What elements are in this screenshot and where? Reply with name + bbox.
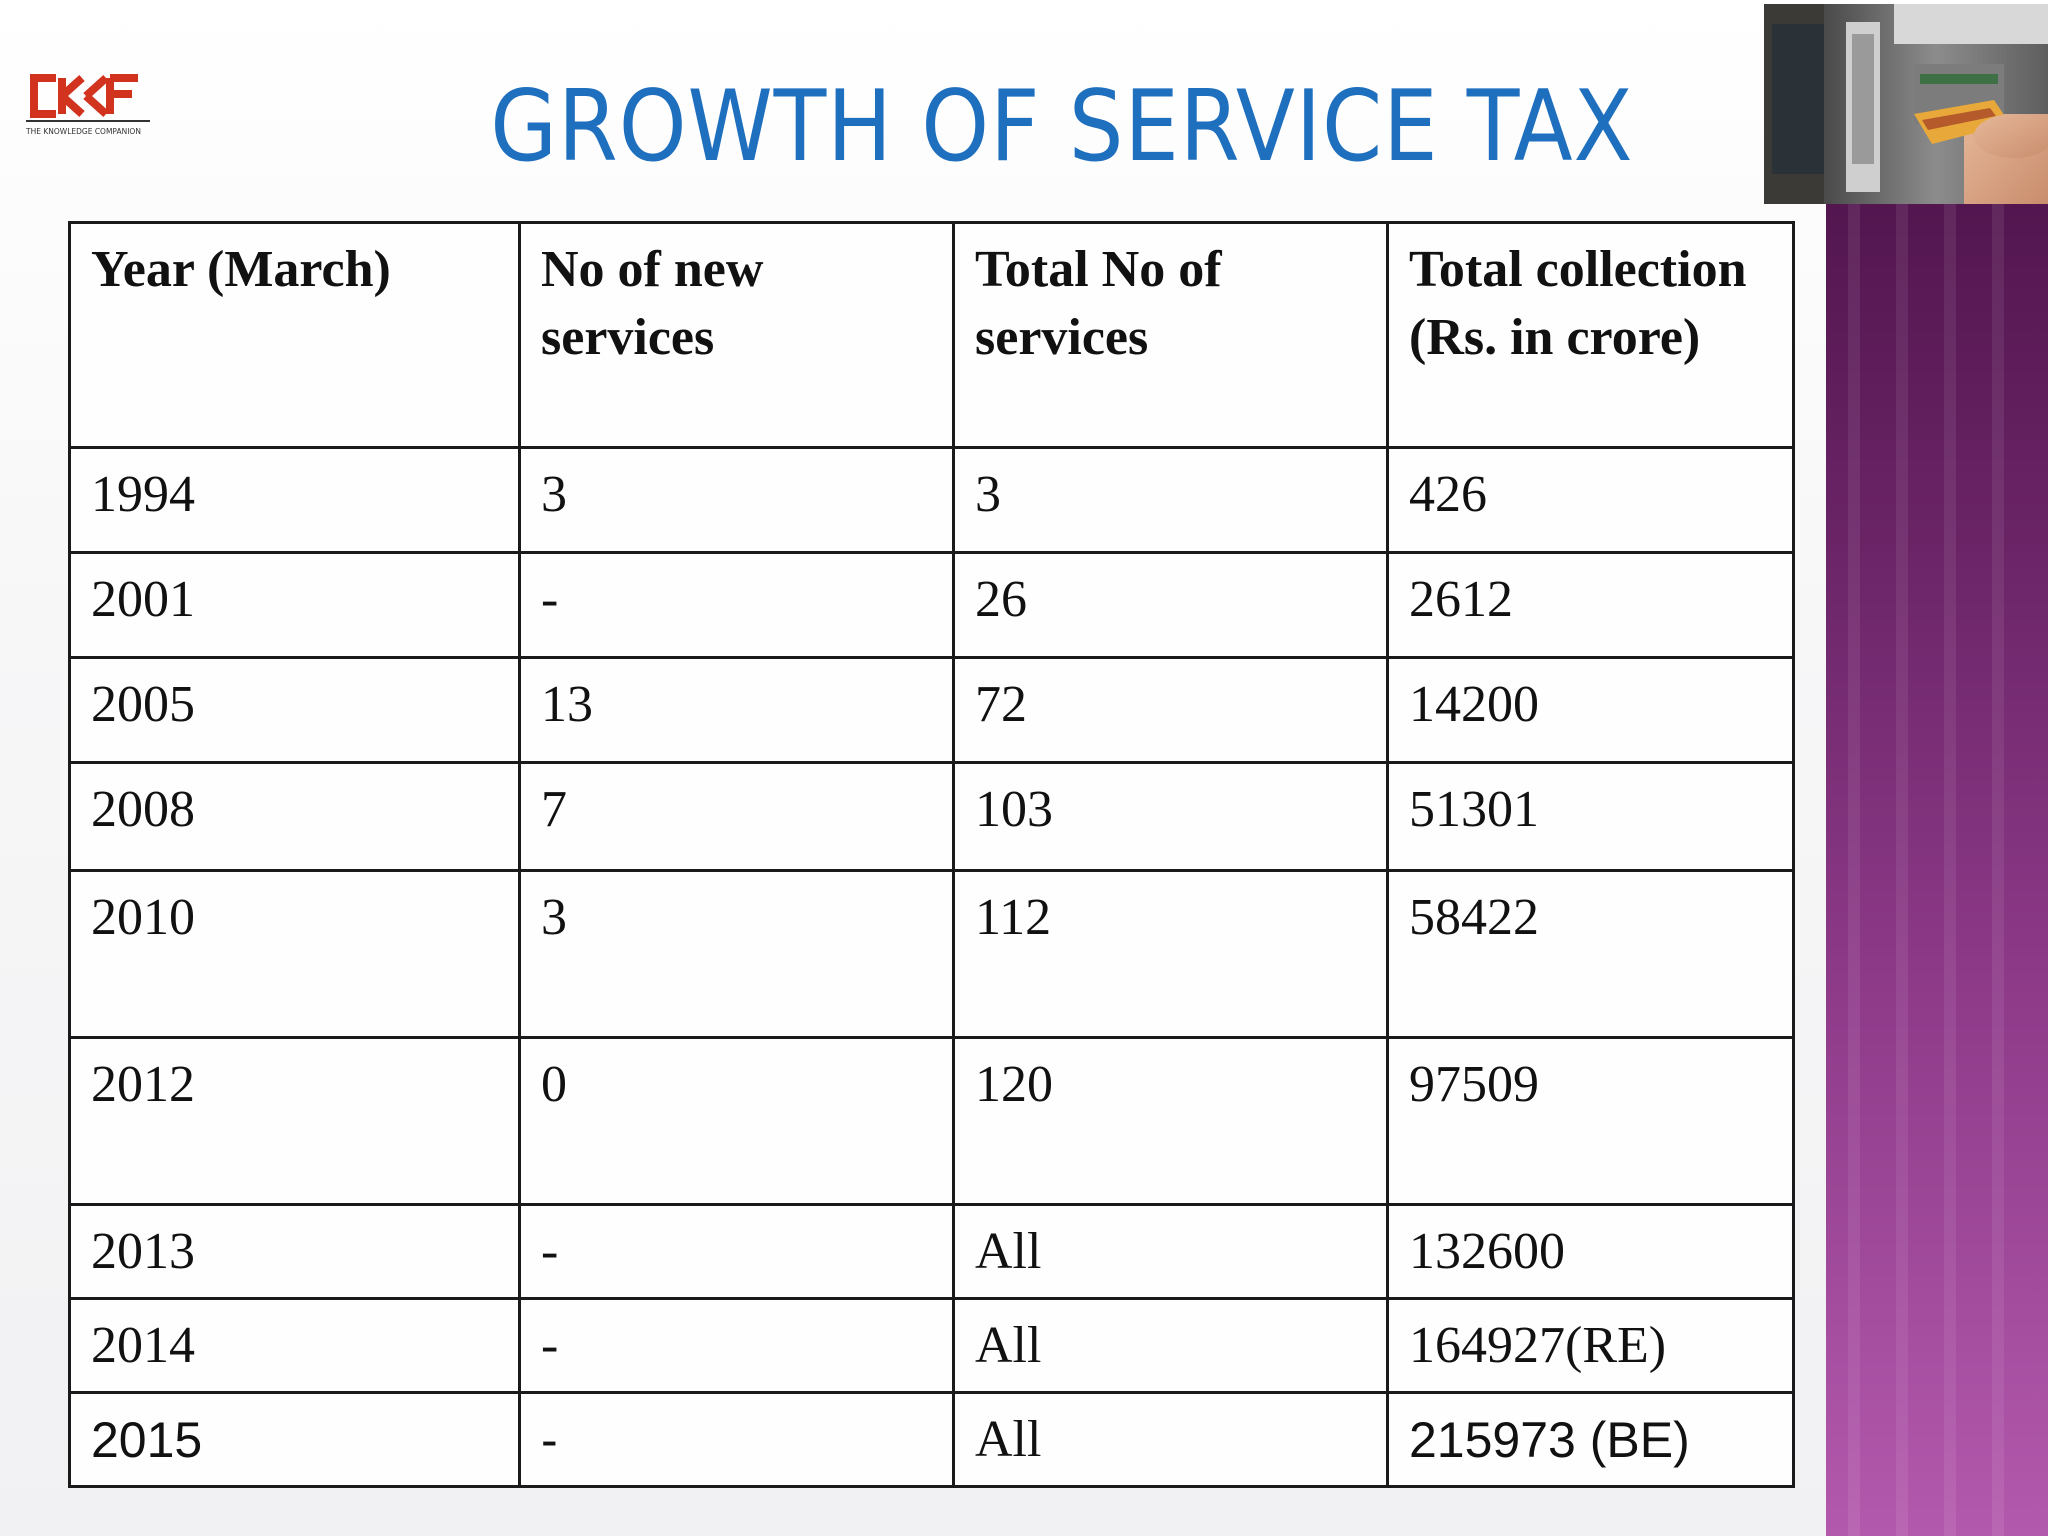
cell-total-services: 120 bbox=[952, 1036, 1389, 1206]
decorative-purple-panel bbox=[1826, 204, 2048, 1536]
table-row: 2005 13 72 14200 bbox=[68, 656, 1795, 764]
cell-year: 2013 bbox=[68, 1203, 521, 1300]
table-header-row: Year (March) No of new services Total No… bbox=[68, 221, 1795, 449]
cell-total-services: All bbox=[952, 1203, 1389, 1300]
table-row: 1994 3 3 426 bbox=[68, 446, 1795, 554]
cell-collection: 164927(RE) bbox=[1386, 1297, 1795, 1394]
cell-total-services: 3 bbox=[952, 446, 1389, 554]
table-row: 2014 - All 164927(RE) bbox=[68, 1297, 1795, 1394]
cell-collection: 58422 bbox=[1386, 869, 1795, 1039]
cell-year: 2015 bbox=[68, 1391, 521, 1488]
cell-collection: 51301 bbox=[1386, 761, 1795, 872]
cell-collection: 2612 bbox=[1386, 551, 1795, 659]
cell-total-services: 26 bbox=[952, 551, 1389, 659]
cell-year: 2014 bbox=[68, 1297, 521, 1394]
cell-new-services: 7 bbox=[518, 761, 955, 872]
cell-collection: 132600 bbox=[1386, 1203, 1795, 1300]
table-row: 2015 - All 215973 (BE) bbox=[68, 1391, 1795, 1488]
cell-new-services: 3 bbox=[518, 446, 955, 554]
slide-title: GROWTH OF SERVICE TAX bbox=[490, 70, 1634, 184]
cell-year: 2010 bbox=[68, 869, 521, 1039]
cell-year: 1994 bbox=[68, 446, 521, 554]
cell-total-services: All bbox=[952, 1297, 1389, 1394]
table-row: 2012 0 120 97509 bbox=[68, 1036, 1795, 1206]
cell-year: 2001 bbox=[68, 551, 521, 659]
table-row: 2008 7 103 51301 bbox=[68, 761, 1795, 872]
cell-total-services: 72 bbox=[952, 656, 1389, 764]
table-row: 2010 3 112 58422 bbox=[68, 869, 1795, 1039]
service-tax-table: Year (March) No of new services Total No… bbox=[68, 221, 1795, 1488]
cell-year: 2005 bbox=[68, 656, 521, 764]
cell-total-services: 103 bbox=[952, 761, 1389, 872]
cell-collection: 426 bbox=[1386, 446, 1795, 554]
cell-collection: 14200 bbox=[1386, 656, 1795, 764]
cell-year: 2012 bbox=[68, 1036, 521, 1206]
cell-new-services: - bbox=[518, 1297, 955, 1394]
cell-total-services: 112 bbox=[952, 869, 1389, 1039]
cell-new-services: 13 bbox=[518, 656, 955, 764]
cell-year: 2008 bbox=[68, 761, 521, 872]
cell-collection: 215973 (BE) bbox=[1386, 1391, 1795, 1488]
cell-collection: 97509 bbox=[1386, 1036, 1795, 1206]
cell-new-services: - bbox=[518, 551, 955, 659]
cell-new-services: - bbox=[518, 1203, 955, 1300]
ckf-logo: THE KNOWLEDGE COMPANION bbox=[26, 72, 152, 142]
header-new-services: No of new services bbox=[518, 221, 955, 449]
table-row: 2001 - 26 2612 bbox=[68, 551, 1795, 659]
header-year: Year (March) bbox=[68, 221, 521, 449]
cell-new-services: 0 bbox=[518, 1036, 955, 1206]
cell-total-services: All bbox=[952, 1391, 1389, 1488]
table-row: 2013 - All 132600 bbox=[68, 1203, 1795, 1300]
logo-tagline: THE KNOWLEDGE COMPANION bbox=[26, 127, 141, 136]
header-total-services: Total No of services bbox=[952, 221, 1389, 449]
header-total-collection: Total collection (Rs. in crore) bbox=[1386, 221, 1795, 449]
cell-new-services: - bbox=[518, 1391, 955, 1488]
cell-new-services: 3 bbox=[518, 869, 955, 1039]
atm-card-image bbox=[1764, 4, 2048, 204]
